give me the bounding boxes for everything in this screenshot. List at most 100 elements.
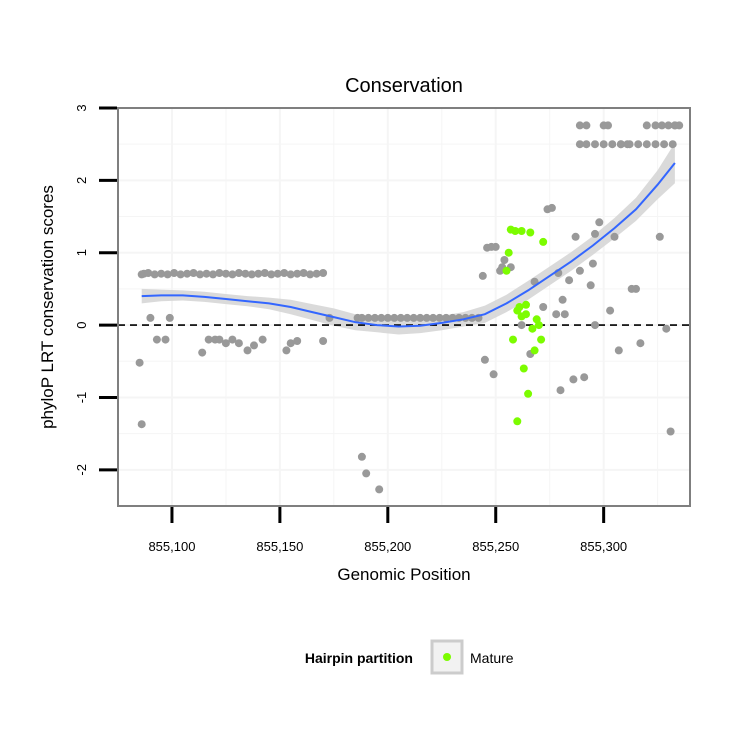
point-other-54 (370, 313, 379, 322)
point-other-87 (539, 303, 548, 311)
point-other-27 (306, 270, 315, 279)
point-other-21 (267, 270, 276, 279)
point-other-46 (282, 346, 291, 355)
point-mature-7 (517, 227, 526, 235)
point-other-29 (319, 269, 328, 277)
point-other-74 (478, 271, 487, 280)
point-other-129 (616, 140, 625, 149)
point-other-123 (614, 346, 623, 355)
x-tick-label-3: 855,250 (472, 539, 519, 554)
point-other-56 (383, 313, 392, 322)
point-mature-18 (513, 417, 522, 426)
point-other-6 (170, 269, 179, 277)
point-other-84 (517, 321, 526, 330)
point-other-110 (651, 121, 660, 130)
point-other-58 (396, 313, 405, 322)
x-tick-label-4: 855,300 (580, 539, 627, 554)
plot-panel-border (117, 107, 691, 507)
point-mature-13 (530, 346, 539, 355)
point-other-33 (152, 335, 161, 344)
point-other-73 (375, 485, 384, 494)
point-other-30 (135, 358, 144, 367)
legend-key-mature-dot (443, 653, 451, 661)
point-other-18 (247, 270, 256, 279)
y-tick-label-0: -2 (74, 464, 89, 476)
point-other-131 (634, 140, 643, 149)
point-other-59 (403, 313, 412, 322)
y-tick-label-5: 3 (74, 104, 89, 111)
point-other-61 (416, 313, 425, 322)
point-other-72 (362, 469, 371, 478)
point-mature-11 (526, 228, 535, 237)
point-mature-12 (528, 324, 537, 333)
x-tick-label-2: 855,200 (364, 539, 411, 554)
point-other-39 (215, 335, 224, 344)
point-other-8 (183, 269, 192, 278)
point-other-36 (198, 348, 207, 357)
point-other-81 (489, 370, 498, 379)
point-other-17 (241, 269, 250, 278)
point-other-52 (357, 313, 366, 322)
point-other-132 (642, 140, 651, 149)
x-axis: 855,100 855,150 855,200 855,250 855,300 (148, 507, 627, 554)
point-other-40 (221, 339, 230, 348)
point-other-13 (215, 269, 224, 277)
point-other-22 (273, 269, 282, 278)
point-other-133 (651, 140, 660, 149)
point-other-124 (575, 140, 584, 149)
point-other-126 (591, 140, 599, 149)
point-other-102 (604, 121, 612, 130)
point-other-77 (491, 242, 500, 251)
point-mature-8 (519, 364, 528, 373)
point-other-49 (319, 337, 328, 345)
point-other-5 (163, 270, 172, 279)
point-mature-20 (522, 300, 530, 309)
point-other-99 (591, 229, 599, 238)
point-other-20 (260, 269, 269, 277)
point-mature-16 (537, 335, 546, 344)
point-mature-17 (539, 237, 548, 246)
y-axis: -2 -1 0 1 2 3 (74, 104, 117, 476)
point-other-25 (293, 269, 302, 278)
point-other-15 (228, 270, 237, 279)
point-other-48 (293, 337, 302, 345)
point-other-63 (429, 313, 438, 322)
points-mature (502, 225, 548, 426)
point-other-60 (409, 313, 418, 322)
point-other-65 (442, 313, 451, 322)
point-other-98 (586, 281, 595, 290)
point-other-42 (234, 339, 243, 348)
point-mature-4 (511, 227, 520, 235)
point-other-113 (666, 427, 675, 436)
point-other-95 (571, 232, 580, 241)
point-other-116 (556, 386, 565, 395)
point-other-96 (575, 121, 584, 130)
point-other-2 (144, 269, 153, 277)
y-tick-label-4: 2 (74, 177, 89, 184)
point-other-41 (228, 335, 237, 344)
point-other-31 (137, 420, 146, 429)
point-other-23 (280, 269, 289, 277)
point-other-62 (422, 313, 431, 322)
legend-entry-mature-label: Mature (470, 650, 514, 666)
point-other-134 (660, 140, 669, 149)
point-other-90 (552, 310, 561, 319)
point-other-24 (286, 270, 295, 279)
point-other-103 (610, 232, 619, 241)
point-other-37 (204, 335, 213, 344)
point-other-3 (150, 270, 159, 279)
y-tick-label-3: 1 (74, 249, 89, 256)
point-other-28 (312, 269, 321, 278)
point-mature-1 (504, 248, 513, 257)
point-other-71 (357, 452, 366, 461)
point-other-100 (595, 218, 604, 227)
point-other-112 (662, 324, 671, 333)
point-other-80 (480, 355, 489, 364)
point-other-94 (565, 276, 574, 285)
x-axis-label: Genomic Position (337, 565, 470, 584)
point-other-45 (258, 335, 267, 344)
point-other-97 (582, 121, 591, 130)
point-other-127 (599, 140, 608, 149)
